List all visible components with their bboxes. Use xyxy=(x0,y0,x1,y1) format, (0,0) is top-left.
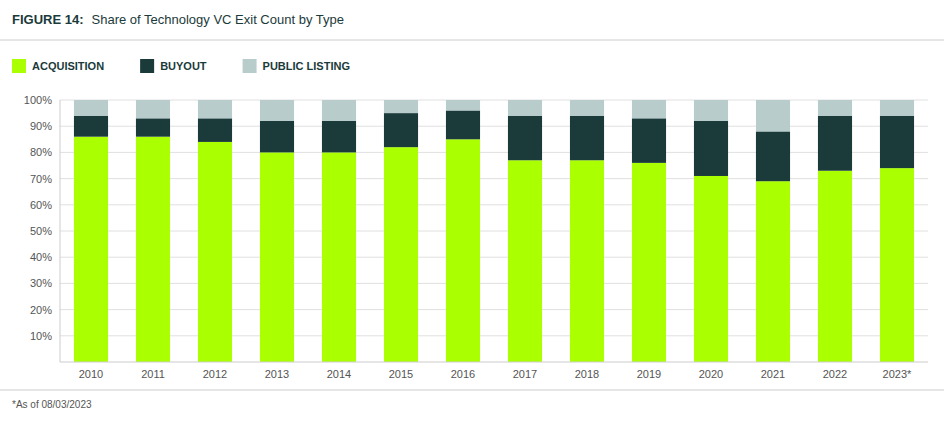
bar-segment xyxy=(818,171,852,362)
bar-segment xyxy=(632,163,666,362)
bar-segment xyxy=(136,100,170,118)
bar-segment xyxy=(384,147,418,362)
bar-segment xyxy=(632,118,666,163)
x-tick-label: 2011 xyxy=(141,368,165,380)
bar-segment xyxy=(198,142,232,362)
grid-line xyxy=(60,231,928,232)
bar-segment xyxy=(880,168,914,362)
grid-line xyxy=(60,309,928,310)
grid-line xyxy=(60,100,928,101)
x-tick-label: 2010 xyxy=(79,368,103,380)
bar-segment xyxy=(260,121,294,152)
x-tick-label: 2015 xyxy=(389,368,413,380)
x-tick-label: 2017 xyxy=(513,368,537,380)
bar-segment xyxy=(508,160,542,362)
grid-line xyxy=(60,257,928,258)
x-tick-label: 2018 xyxy=(575,368,599,380)
bar-segment xyxy=(880,100,914,116)
legend-label: ACQUISITION xyxy=(32,60,104,72)
bar-segment xyxy=(446,139,480,362)
grid-line xyxy=(60,152,928,153)
bar-segment xyxy=(694,176,728,362)
bar-segment xyxy=(260,152,294,362)
bar-segment xyxy=(446,110,480,139)
bar-segment xyxy=(260,100,294,121)
legend-swatch xyxy=(243,59,257,73)
bar-segment xyxy=(694,121,728,176)
bar-segment xyxy=(136,118,170,136)
legend-item: ACQUISITION xyxy=(12,59,104,73)
legend-item: BUYOUT xyxy=(140,59,207,73)
bar-segment xyxy=(570,160,604,362)
legend-item: PUBLIC LISTING xyxy=(243,59,350,73)
legend-label: BUYOUT xyxy=(160,60,207,72)
bar-segment xyxy=(384,113,418,147)
grid-line xyxy=(60,335,928,336)
x-tick-label: 2016 xyxy=(451,368,475,380)
bar-segment xyxy=(756,181,790,362)
bar-segment xyxy=(818,100,852,116)
y-tick-label: 80% xyxy=(30,146,52,158)
bar-segment xyxy=(756,100,790,131)
y-axis-line xyxy=(60,100,61,362)
x-tick-label: 2020 xyxy=(699,368,723,380)
y-tick-label: 30% xyxy=(30,277,52,289)
bar-segment xyxy=(198,100,232,118)
bar-segment xyxy=(384,100,418,113)
bar-segment xyxy=(322,152,356,362)
y-tick-label: 100% xyxy=(24,94,52,106)
y-tick-label: 70% xyxy=(30,173,52,185)
x-tick-label: 2014 xyxy=(327,368,351,380)
x-tick-label: 2013 xyxy=(265,368,289,380)
bar-segment xyxy=(136,137,170,362)
x-tick-label: 2023* xyxy=(883,368,912,380)
grid-line xyxy=(60,283,928,284)
y-tick-label: 90% xyxy=(30,120,52,132)
grid-line xyxy=(60,126,928,127)
legend-swatch xyxy=(12,59,26,73)
footnote: *As of 08/03/2023 xyxy=(12,399,92,410)
grid-line xyxy=(60,178,928,179)
chart: FIGURE 14: Share of Technology VC Exit Co… xyxy=(0,0,944,430)
x-axis-line xyxy=(60,362,928,363)
grid-line xyxy=(60,204,928,205)
legend-label: PUBLIC LISTING xyxy=(263,60,350,72)
bar-segment xyxy=(570,100,604,116)
legend-swatch xyxy=(140,59,154,73)
bar-segment xyxy=(74,137,108,362)
x-tick-label: 2021 xyxy=(761,368,785,380)
bars xyxy=(74,100,914,362)
bar-segment xyxy=(818,116,852,171)
bar-segment xyxy=(508,116,542,161)
bar-segment xyxy=(756,131,790,181)
bar-segment xyxy=(198,118,232,142)
y-tick-label: 40% xyxy=(30,251,52,263)
x-tick-label: 2012 xyxy=(203,368,227,380)
subtitle: Share of Technology VC Exit Count by Typ… xyxy=(92,12,344,27)
bar-segment xyxy=(322,100,356,121)
y-tick-label: 10% xyxy=(30,330,52,342)
separator xyxy=(0,390,944,391)
x-tick-label: 2019 xyxy=(637,368,661,380)
title: FIGURE 14: xyxy=(12,12,84,27)
bar-segment xyxy=(508,100,542,116)
y-tick-label: 50% xyxy=(30,225,52,237)
separator xyxy=(0,40,944,41)
bar-segment xyxy=(74,100,108,116)
bar-segment xyxy=(632,100,666,118)
bar-segment xyxy=(694,100,728,121)
y-tick-label: 60% xyxy=(30,199,52,211)
bar-segment xyxy=(880,116,914,168)
bar-segment xyxy=(322,121,356,152)
bar-segment xyxy=(446,100,480,110)
bar-segment xyxy=(570,116,604,161)
bar-segment xyxy=(74,116,108,137)
x-tick-label: 2022 xyxy=(823,368,847,380)
y-tick-label: 20% xyxy=(30,304,52,316)
